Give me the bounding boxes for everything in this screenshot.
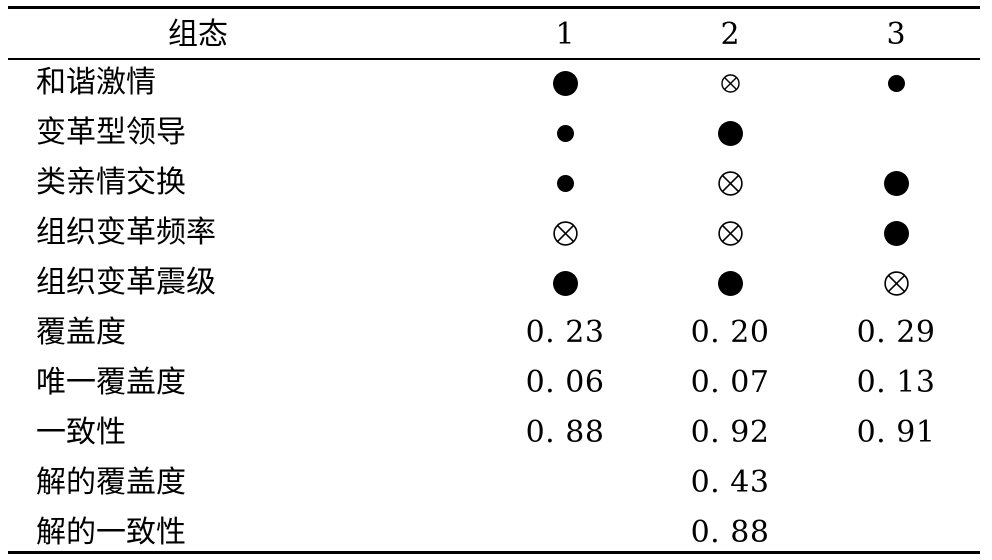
solution-label: 解的覆盖度 [36,465,186,500]
metric-value: 0. 92 [690,415,770,450]
symbol-cell [846,258,946,308]
metric-value: 0. 91 [856,415,936,450]
metric-value: 0. 23 [525,315,605,350]
table-header-rule [8,58,980,60]
header-col-3: 3 [886,17,906,52]
circled-x-small-icon [720,73,740,93]
condition-row: 变革型领导 [8,108,980,158]
solution-value: 0. 88 [690,515,770,550]
symbol-cell [515,258,615,308]
metric-value: 0. 06 [525,365,605,400]
filled-circle-large-icon [717,270,743,296]
filled-circle-small-icon [556,174,574,192]
symbol-cell [846,158,946,208]
solution-row-coverage: 解的覆盖度 0. 43 [8,458,980,508]
filled-circle-large-icon [883,220,909,246]
header-col-2: 2 [720,17,740,52]
filled-circle-small-icon [887,74,905,92]
symbol-cell [846,58,946,108]
metric-row-unique-coverage: 唯一覆盖度 0. 06 0. 07 0. 13 [8,358,980,408]
metric-row-consistency: 一致性 0. 88 0. 92 0. 91 [8,408,980,458]
symbol-cell [515,58,615,108]
symbol-cell [846,108,946,158]
condition-row: 类亲情交换 [8,158,980,208]
condition-row: 和谐激情 [8,58,980,108]
filled-circle-small-icon [556,124,574,142]
symbol-cell [515,108,615,158]
condition-label: 组织变革频率 [36,215,216,250]
metric-value: 0. 88 [525,415,605,450]
metric-value: 0. 20 [690,315,770,350]
circled-x-large-icon [883,270,909,296]
solution-row-consistency: 解的一致性 0. 88 [8,508,980,558]
metric-value: 0. 29 [856,315,936,350]
condition-row: 组织变革震级 [8,258,980,308]
filled-circle-large-icon [717,120,743,146]
table-top-rule [8,6,980,9]
condition-row: 组织变革频率 [8,208,980,258]
filled-circle-large-icon [883,170,909,196]
symbol-cell [515,158,615,208]
table-bottom-rule [8,551,980,554]
metric-value: 0. 13 [856,365,936,400]
symbol-cell [680,58,780,108]
symbol-cell [680,208,780,258]
header-col-1: 1 [555,17,575,52]
condition-label: 变革型领导 [36,115,186,150]
symbol-cell [846,208,946,258]
header-label: 组态 [168,17,228,52]
metric-label: 一致性 [36,415,126,450]
symbol-cell [680,108,780,158]
symbol-cell [680,158,780,208]
metric-row-coverage: 覆盖度 0. 23 0. 20 0. 29 [8,308,980,358]
filled-circle-large-icon [552,270,578,296]
metric-value: 0. 07 [690,365,770,400]
metric-label: 唯一覆盖度 [36,365,186,400]
symbol-cell [680,258,780,308]
condition-label: 组织变革震级 [36,265,216,300]
solution-label: 解的一致性 [36,515,186,550]
circled-x-large-icon [552,220,578,246]
condition-label: 类亲情交换 [36,165,186,200]
configuration-table: 组态 1 2 3 和谐激情 变革型领导 类亲情交换 组织变革频率 组织变革震级 [8,0,980,560]
circled-x-large-icon [717,220,743,246]
circled-x-large-icon [717,170,743,196]
table-header-row: 组态 1 2 3 [8,10,980,60]
filled-circle-large-icon [552,70,578,96]
condition-label: 和谐激情 [36,65,156,100]
solution-value: 0. 43 [690,465,770,500]
metric-label: 覆盖度 [36,315,126,350]
symbol-cell [515,208,615,258]
